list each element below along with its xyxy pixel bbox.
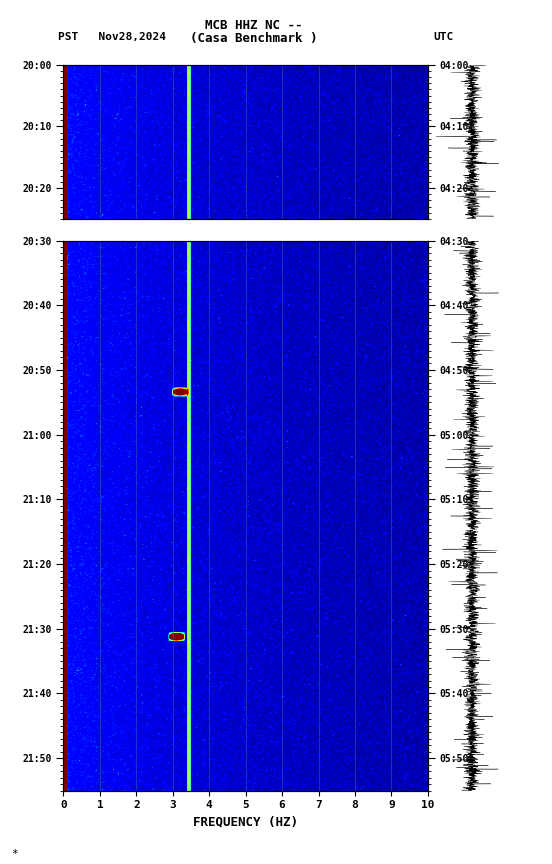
Text: (Casa Benchmark ): (Casa Benchmark ): [190, 32, 317, 45]
Text: MCB HHZ NC --: MCB HHZ NC --: [205, 19, 302, 32]
X-axis label: FREQUENCY (HZ): FREQUENCY (HZ): [193, 816, 298, 829]
Text: UTC: UTC: [433, 32, 454, 42]
Text: *: *: [11, 849, 18, 859]
Text: PST   Nov28,2024: PST Nov28,2024: [58, 32, 166, 42]
